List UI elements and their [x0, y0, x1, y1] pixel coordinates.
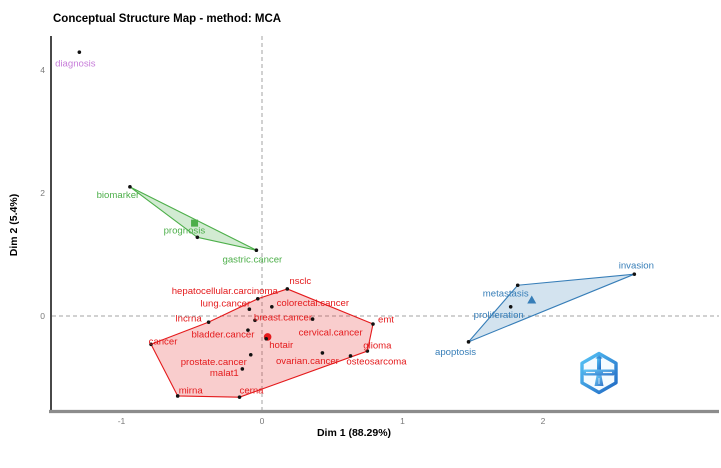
term-label-emt: emt	[378, 314, 394, 325]
x-tick-label: 1	[400, 416, 405, 426]
term-point-apoptosis	[466, 340, 471, 344]
cluster-hull-green	[129, 186, 257, 251]
term-label-cervical.cancer: cervical.cancer	[299, 327, 364, 338]
term-label-hepatocellular.carcinoma: hepatocellular.carcinoma	[172, 286, 279, 297]
watermark-logo	[580, 351, 618, 395]
term-point-lung.cancer	[247, 307, 252, 312]
x-tick-label: -1	[118, 416, 126, 426]
term-label-prostate.cancer: prostate.cancer	[181, 357, 248, 368]
y-tick-label: 2	[40, 188, 45, 198]
term-point-ovarian.cancer	[320, 351, 325, 355]
term-label-gastric.cancer: gastric.cancer	[223, 254, 284, 265]
cluster-centroid-blue	[527, 295, 537, 304]
term-point-osteosarcoma	[348, 354, 353, 358]
term-label-hotair: hotair	[269, 340, 294, 351]
term-label-lung.cancer: lung.cancer	[201, 299, 251, 310]
term-label-bladder.cancer: bladder.cancer	[191, 329, 255, 340]
y-tick-label: 4	[40, 65, 45, 75]
term-point-prostate.cancer	[248, 352, 253, 357]
term-label-osteosarcoma: osteosarcoma	[346, 356, 407, 367]
term-point-hepatocellular.carcinoma	[255, 296, 260, 301]
term-label-mirna: mirna	[179, 385, 204, 396]
term-label-biomarker: biomarker	[97, 190, 140, 201]
term-label-proliferation: proliferation	[474, 310, 524, 321]
term-point-hotair	[264, 336, 269, 341]
term-label-metastasis: metastasis	[483, 289, 529, 300]
term-point-prognosis	[195, 235, 200, 240]
term-point-biomarker	[128, 185, 132, 189]
lighthouse-tower-icon	[597, 358, 601, 370]
banner-icon	[583, 369, 615, 376]
term-label-lncrna: lncrna	[176, 313, 203, 324]
term-point-nsclc	[285, 287, 290, 291]
term-label-malat1: malat1	[210, 368, 239, 379]
term-label-diagnosis: diagnosis	[55, 58, 96, 69]
term-point-lncrna	[206, 320, 211, 324]
term-label-glioma: glioma	[363, 340, 392, 351]
term-label-colorectal.cancer: colorectal.cancer	[277, 298, 350, 309]
term-label-prognosis: prognosis	[164, 226, 206, 237]
term-point-bladder.cancer	[246, 328, 250, 332]
lighthouse-roof-icon	[595, 354, 603, 359]
x-tick-label: 2	[541, 416, 546, 426]
term-point-cerna	[237, 395, 242, 399]
term-label-nsclc: nsclc	[289, 276, 311, 287]
term-label-cancer: cancer	[149, 337, 179, 348]
term-label-invasion: invasion	[619, 260, 654, 271]
term-label-cerna: cerna	[240, 385, 265, 396]
y-tick-label: 0	[40, 311, 45, 321]
term-point-emt	[371, 322, 375, 326]
term-point-proliferation	[508, 304, 513, 309]
cluster-centroid-green	[191, 219, 199, 227]
term-label-breast.cancer: breast.cancer	[254, 313, 313, 324]
term-point-colorectal.cancer	[270, 304, 274, 309]
x-axis-title: Dim 1 (88.29%)	[316, 427, 392, 439]
term-label-apoptosis: apoptosis	[435, 347, 476, 358]
term-point-mirna	[175, 394, 180, 398]
term-point-malat1	[240, 367, 245, 371]
x-tick-label: 0	[260, 416, 265, 426]
cluster-hull-blue	[467, 273, 635, 343]
term-point-gastric.cancer	[254, 248, 259, 252]
term-point-cancer	[149, 342, 153, 347]
term-point-invasion	[632, 272, 637, 276]
term-point-metastasis	[515, 283, 520, 288]
term-point-glioma	[365, 349, 370, 353]
chart-title: Conceptual Structure Map - method: MCA	[53, 13, 282, 25]
term-point-cervical.cancer	[310, 317, 315, 321]
term-point-diagnosis	[77, 50, 82, 54]
term-label-ovarian.cancer: ovarian.cancer	[276, 356, 340, 367]
term-point-breast.cancer	[253, 318, 257, 323]
